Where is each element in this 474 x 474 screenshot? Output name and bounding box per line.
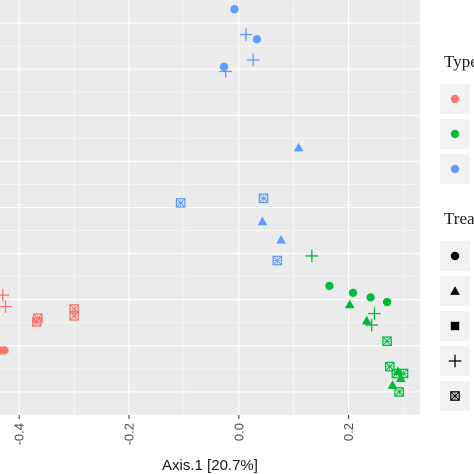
data-point-circle xyxy=(219,62,229,72)
data-point-square xyxy=(450,321,460,331)
x-tick-label: 0.0 xyxy=(231,423,246,441)
data-point-plus xyxy=(305,249,319,263)
data-point-plus xyxy=(365,318,378,332)
data-point-boxed-x xyxy=(175,198,186,208)
data-point-plus xyxy=(239,28,253,41)
data-point-boxed-x xyxy=(31,317,42,327)
data-point-plus xyxy=(0,288,10,302)
legend-key xyxy=(440,154,470,184)
data-point-circle xyxy=(348,288,358,298)
legend-key xyxy=(440,346,470,376)
legend-key xyxy=(440,381,470,411)
legend-title: Treatment xyxy=(444,209,474,228)
data-point-circle xyxy=(450,251,460,261)
data-point-triangle xyxy=(387,380,398,389)
data-point-triangle xyxy=(344,299,355,309)
data-point-plus xyxy=(368,307,381,320)
data-point-boxed-x xyxy=(382,336,392,347)
data-point-boxed-x xyxy=(69,311,79,321)
data-point-plus xyxy=(246,53,260,67)
data-point-plus xyxy=(448,354,462,368)
x-axis: -0.4 -0.2 0.0 0.2 xyxy=(12,415,356,445)
x-tick-label: 0.2 xyxy=(341,423,356,441)
grid-lines xyxy=(0,0,420,416)
x-tick-label: -0.4 xyxy=(12,423,27,445)
data-point-circle xyxy=(382,297,392,307)
data-point-circle xyxy=(450,94,460,104)
data-points xyxy=(0,5,409,397)
data-point-boxed-x xyxy=(272,255,283,266)
data-point-boxed-x xyxy=(450,391,460,401)
data-point-plus xyxy=(219,65,232,78)
data-point-triangle xyxy=(276,234,286,244)
legend-key xyxy=(440,119,470,149)
legend-key xyxy=(440,276,470,306)
data-point-triangle xyxy=(450,286,460,295)
data-point-triangle xyxy=(361,315,372,325)
legend-title: Type xyxy=(444,52,474,71)
data-point-plus xyxy=(0,300,12,313)
data-point-boxed-x xyxy=(258,193,269,204)
data-point-circle xyxy=(252,34,262,44)
data-point-circle xyxy=(450,129,460,139)
data-point-triangle xyxy=(293,142,304,152)
data-point-circle xyxy=(366,293,375,302)
data-point-circle xyxy=(0,346,9,355)
data-point-circle xyxy=(450,164,460,174)
x-tick-label: -0.2 xyxy=(122,423,137,445)
legends: Type Treatment xyxy=(440,52,474,411)
data-point-boxed-x xyxy=(394,387,404,397)
data-point-circle xyxy=(325,281,334,291)
legend-key xyxy=(440,241,470,271)
data-point-triangle xyxy=(257,216,268,226)
data-point-boxed-x xyxy=(398,368,409,379)
x-axis-title: Axis.1 [20.7%] xyxy=(162,457,258,474)
legend-key xyxy=(440,311,470,341)
legend-key xyxy=(440,84,470,114)
data-point-circle xyxy=(230,5,239,14)
